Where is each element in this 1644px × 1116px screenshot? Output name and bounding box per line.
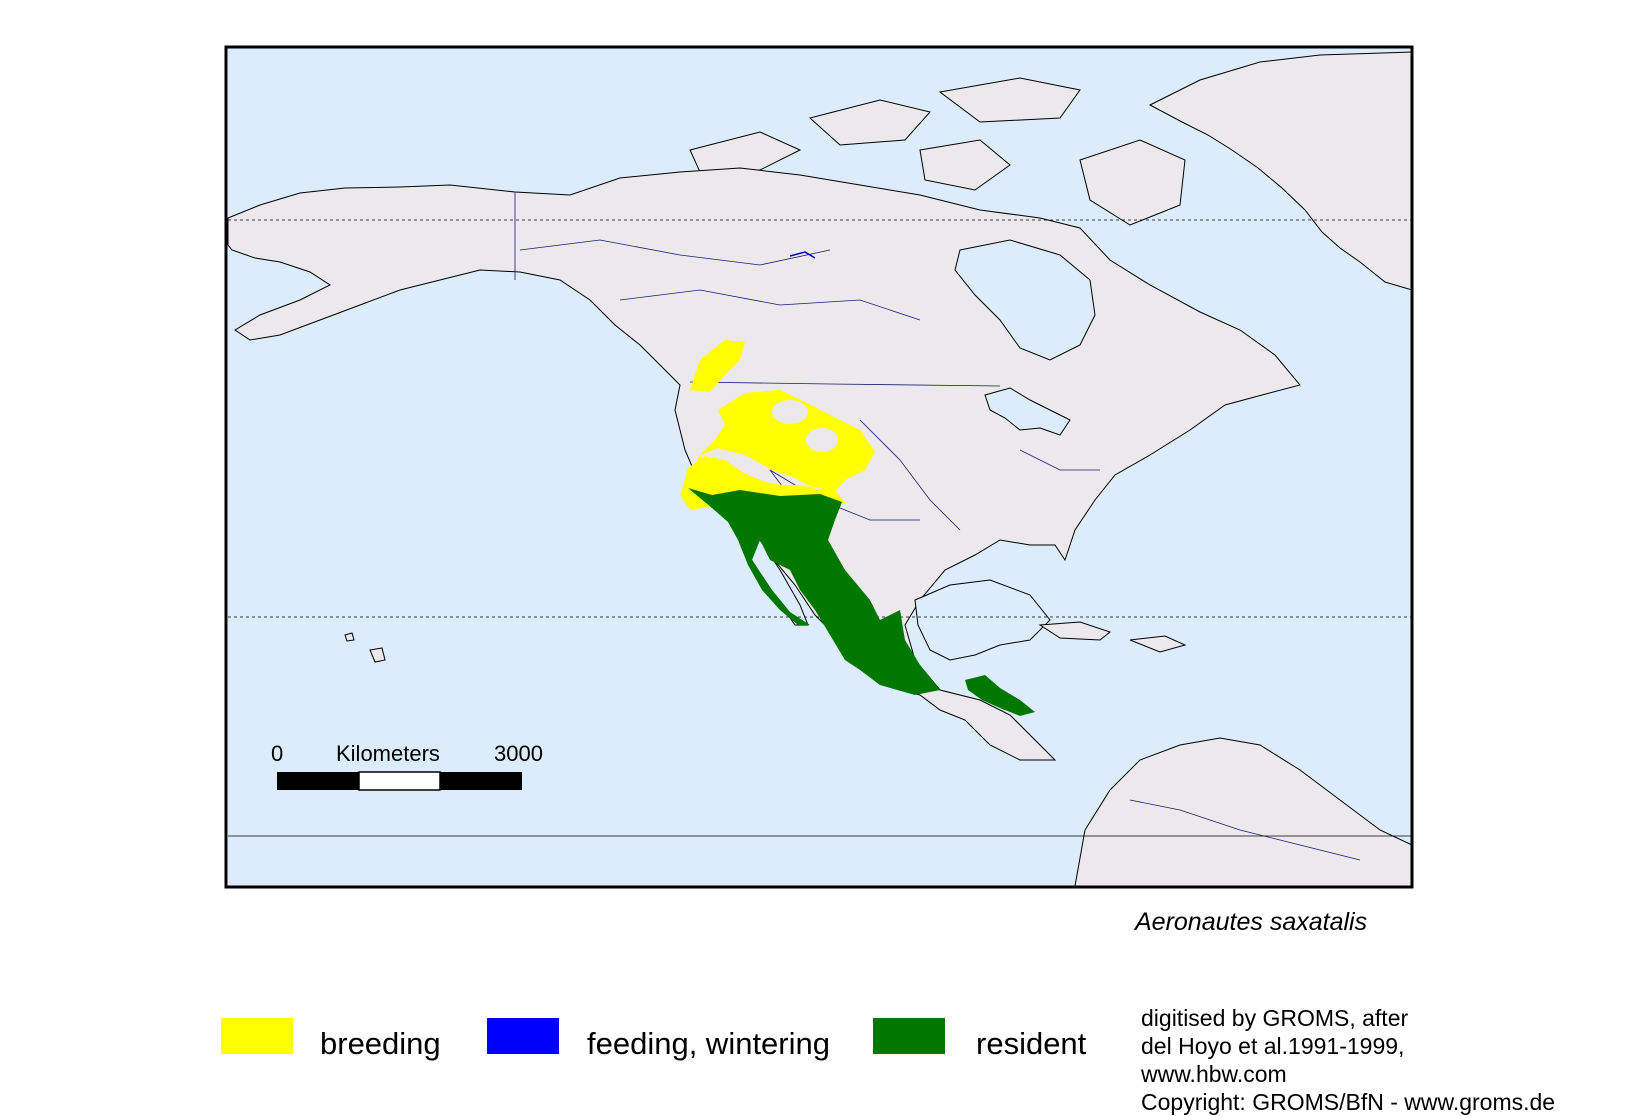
hudson-bay: [954, 239, 1096, 361]
legend-label-breeding: breeding: [320, 1026, 441, 1061]
credits: digitised by GROMS, after del Hoyo et al…: [1141, 1004, 1555, 1116]
credits-line: www.hbw.com: [1141, 1061, 1287, 1087]
resident-range-central-america: [965, 675, 1035, 716]
legend-label-resident: resident: [976, 1026, 1087, 1061]
gulf-of-mexico: [914, 579, 1051, 661]
credits-line: Copyright: GROMS/BfN - www.groms.de: [1141, 1089, 1556, 1115]
breeding-range-southwest: [682, 456, 845, 505]
hawaii-island: [344, 632, 355, 642]
greenland-landmass: [1148, 51, 1413, 291]
arctic-island: [689, 131, 802, 173]
great-lakes: [984, 387, 1071, 436]
scale-start-label: 0: [271, 741, 284, 766]
scale-unit-label: Kilometers: [336, 741, 440, 766]
species-name: Aeronautes saxatalis: [1135, 908, 1368, 936]
caribbean-island: [1038, 621, 1112, 641]
resident-range-mexico: [688, 488, 940, 695]
arctic-island: [808, 99, 931, 146]
lake-line: [789, 251, 816, 259]
arctic-island: [1079, 139, 1186, 226]
scale-bar: [277, 771, 522, 791]
breeding-range-north: [690, 340, 745, 392]
caribbean-island: [1129, 635, 1187, 653]
legend-label-feeding-wintering: feeding, wintering: [587, 1026, 830, 1061]
map-frame: [224, 45, 1414, 889]
hawaii-island: [369, 647, 386, 663]
credits-line: digitised by GROMS, after: [1141, 1005, 1409, 1031]
arctic-island: [938, 77, 1081, 123]
scale-end-label: 3000: [494, 741, 543, 766]
legend-swatch-feeding-wintering: [487, 1018, 559, 1054]
legend-swatch-resident: [873, 1018, 945, 1054]
legend-swatch-breeding: [221, 1018, 293, 1054]
arctic-island: [919, 139, 1011, 191]
credits-line: del Hoyo et al.1991-1999,: [1141, 1033, 1405, 1059]
